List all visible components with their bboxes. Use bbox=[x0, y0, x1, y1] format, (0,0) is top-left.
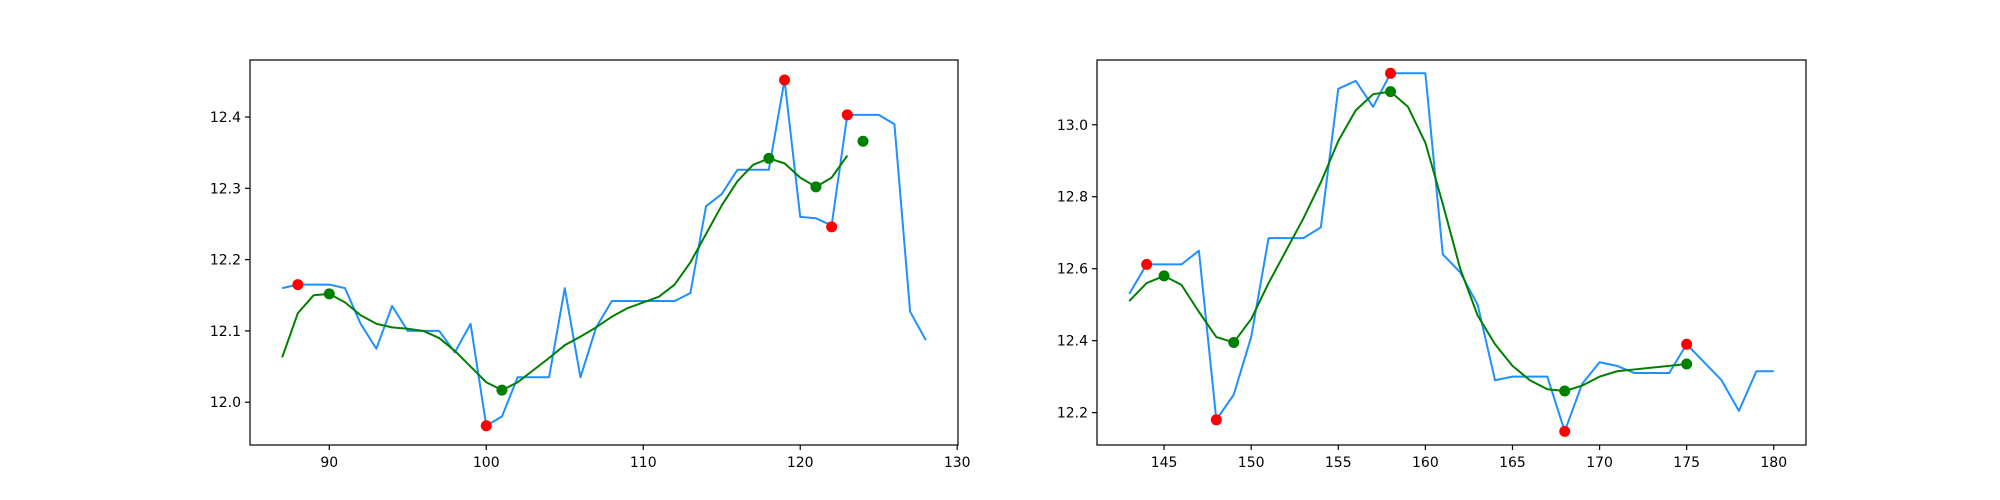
axes-frame bbox=[1096, 59, 1807, 446]
scatter-point bbox=[323, 288, 335, 300]
subplot-right: 145 150 155 160 165 170 175 180 12.2 12.4 12.6 12.8… bbox=[1057, 59, 1807, 471]
x-tick-label: 160 bbox=[1412, 455, 1439, 471]
scatter-point bbox=[1228, 336, 1240, 348]
x-tick-label: 100 bbox=[473, 455, 500, 471]
scatter-point bbox=[1681, 338, 1693, 350]
series-line-0 bbox=[281, 78, 927, 427]
scatter-point bbox=[779, 74, 791, 86]
scatter-point bbox=[1141, 258, 1153, 270]
scatter-point bbox=[841, 109, 853, 121]
scatter-point bbox=[1559, 425, 1571, 437]
x-tick-label: 165 bbox=[1499, 455, 1526, 471]
scatter-point bbox=[292, 279, 304, 291]
plot-area bbox=[281, 74, 927, 432]
y-tick-label: 12.2 bbox=[1057, 406, 1088, 422]
x-tick-label: 130 bbox=[944, 455, 971, 471]
x-tick-label: 120 bbox=[787, 455, 814, 471]
scatter-point bbox=[1210, 414, 1222, 426]
y-tick-label: 13.0 bbox=[1057, 118, 1088, 134]
scatter-point bbox=[1559, 385, 1571, 397]
scatter-point bbox=[1385, 67, 1397, 79]
x-tick-label: 170 bbox=[1586, 455, 1613, 471]
y-tick-label: 12.2 bbox=[210, 253, 241, 269]
x-tick-label: 180 bbox=[1760, 455, 1787, 471]
y-tick-label: 12.4 bbox=[210, 110, 241, 126]
x-tick-label: 155 bbox=[1325, 455, 1352, 471]
y-tick-label: 12.6 bbox=[1057, 262, 1088, 278]
y-tick-label: 12.8 bbox=[1057, 190, 1088, 206]
x-tick-label: 175 bbox=[1673, 455, 1700, 471]
scatter-point bbox=[480, 420, 492, 432]
plot-area bbox=[1128, 67, 1774, 437]
y-tick-label: 12.0 bbox=[210, 395, 241, 411]
subplot-left: 90 100 110 120 130 12.0 12.1 12.2 12.3 12.4 bbox=[210, 59, 971, 471]
x-tick-label: 90 bbox=[320, 455, 338, 471]
scatter-point bbox=[763, 152, 775, 164]
scatter-point bbox=[810, 181, 822, 193]
y-tick-label: 12.4 bbox=[1057, 334, 1088, 350]
scatter-point bbox=[1385, 86, 1397, 98]
y-tick-label: 12.3 bbox=[210, 181, 241, 197]
scatter-point bbox=[1158, 270, 1170, 282]
x-tick-label: 145 bbox=[1151, 455, 1178, 471]
series-line-0 bbox=[1128, 72, 1774, 433]
x-tick-label: 110 bbox=[630, 455, 657, 471]
x-tick-label: 150 bbox=[1238, 455, 1265, 471]
scatter-point bbox=[1681, 358, 1693, 370]
scatter-point bbox=[857, 135, 869, 147]
scatter-point bbox=[496, 384, 508, 396]
series-line-1 bbox=[281, 154, 849, 392]
series-line-1 bbox=[1128, 90, 1687, 393]
y-tick-label: 12.1 bbox=[210, 324, 241, 340]
scatter-point bbox=[826, 221, 838, 233]
axes-frame bbox=[249, 59, 959, 446]
